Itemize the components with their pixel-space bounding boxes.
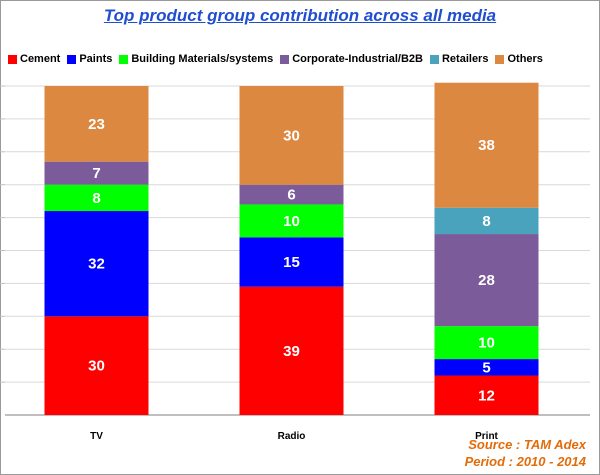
legend-swatch — [280, 54, 290, 64]
legend-swatch — [67, 54, 77, 64]
bar-segment-tv-corporate-industrial-b2b — [44, 161, 149, 185]
period-line: Period : 2010 - 2014 — [464, 454, 586, 469]
legend-swatch — [119, 54, 129, 64]
bar-segment-radio-cement — [239, 286, 344, 415]
data-label: 38 — [478, 137, 495, 154]
legend-label: Building Materials/systems — [131, 53, 274, 65]
bar-segment-radio-corporate-industrial-b2b — [239, 184, 344, 205]
source-note: Source : TAM Adex Period : 2010 - 2014 — [465, 436, 586, 470]
data-label: 5 — [482, 359, 490, 376]
legend-item-cement: Cement — [8, 53, 60, 65]
data-label: 39 — [283, 343, 300, 360]
legend-label: Paints — [79, 53, 113, 65]
bar-segment-print-others — [434, 82, 539, 208]
bar-segment-print-retailers — [434, 207, 539, 235]
legend-label: Corporate-Industrial/B2B — [292, 53, 423, 65]
legend-label: Retailers — [441, 53, 489, 65]
bar-segment-tv-paints — [44, 211, 149, 317]
bar-segment-radio-others — [239, 86, 344, 185]
legend-swatch — [8, 54, 17, 64]
legend-item-corporate-industrial-b2b: Corporate-Industrial/B2B — [280, 53, 423, 65]
data-label: 32 — [88, 256, 105, 273]
chart-legend: Cement Paints Building Materials/systems Co… — [8, 50, 550, 68]
x-tick-label: Print — [475, 431, 498, 442]
data-label: 23 — [88, 116, 105, 133]
x-tick-label: TV — [90, 431, 103, 442]
data-label: 8 — [482, 213, 490, 230]
data-label: 28 — [478, 272, 495, 289]
data-label: 7 — [92, 165, 100, 182]
legend-item-retailers: Retailers — [429, 53, 489, 65]
legend-swatch — [429, 54, 439, 64]
bar-segment-radio-paints — [239, 237, 344, 287]
legend-item-others: Others — [495, 53, 543, 65]
bar-segment-print-corporate-industrial-b2b — [434, 234, 539, 327]
bar-segment-print-building-materials-systems — [434, 326, 539, 360]
x-tick-label: Radio — [278, 431, 306, 442]
data-label: 30 — [283, 127, 300, 144]
bar-segment-tv-building-materials-systems — [44, 184, 149, 212]
data-label: 10 — [478, 335, 495, 352]
bar-segment-print-paints — [434, 359, 539, 376]
bar-segment-print-cement — [434, 375, 539, 415]
bar-segment-radio-building-materials-systems — [239, 204, 344, 238]
legend-swatch — [495, 54, 505, 64]
legend-label: Others — [507, 53, 543, 65]
chart-title: Top product group contribution across al… — [103, 6, 497, 25]
data-label: 15 — [283, 254, 300, 271]
bar-segment-tv-others — [44, 86, 149, 162]
source-line: Source : TAM Adex — [468, 437, 586, 452]
data-label: 8 — [92, 190, 100, 207]
data-label: 30 — [88, 358, 105, 375]
data-label: 10 — [283, 213, 300, 230]
legend-item-paints: Paints — [67, 53, 112, 65]
data-label: 6 — [287, 187, 295, 204]
data-label: 12 — [478, 387, 495, 404]
legend-label: Cement — [20, 53, 61, 65]
bar-segment-tv-cement — [44, 316, 149, 415]
legend-item-building-materials-systems: Building Materials/systems — [119, 53, 273, 65]
